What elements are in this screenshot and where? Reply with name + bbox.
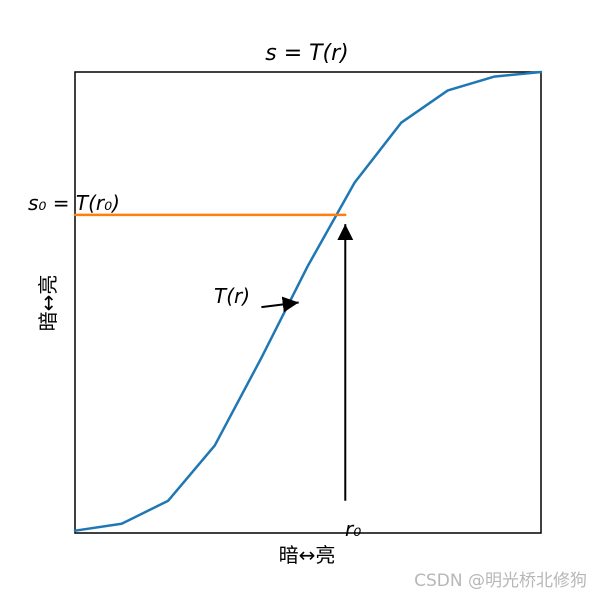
sigmoid-curve (73, 70, 543, 532)
chart-title: s = T(r) (265, 41, 349, 66)
r0-label: r₀ (345, 517, 361, 541)
watermark: CSDN @明光桥北修狗 (414, 571, 587, 591)
curve-pointer-arrow (261, 296, 299, 313)
x-axis-label: 暗↔亮 (279, 543, 336, 567)
plot-frame (74, 71, 542, 534)
y-axis-label: 暗↔亮 (36, 275, 60, 332)
plot-layer (73, 70, 543, 532)
curve-label: T(r) (214, 284, 250, 308)
s0-label: s₀ = T(r₀) (28, 191, 120, 215)
